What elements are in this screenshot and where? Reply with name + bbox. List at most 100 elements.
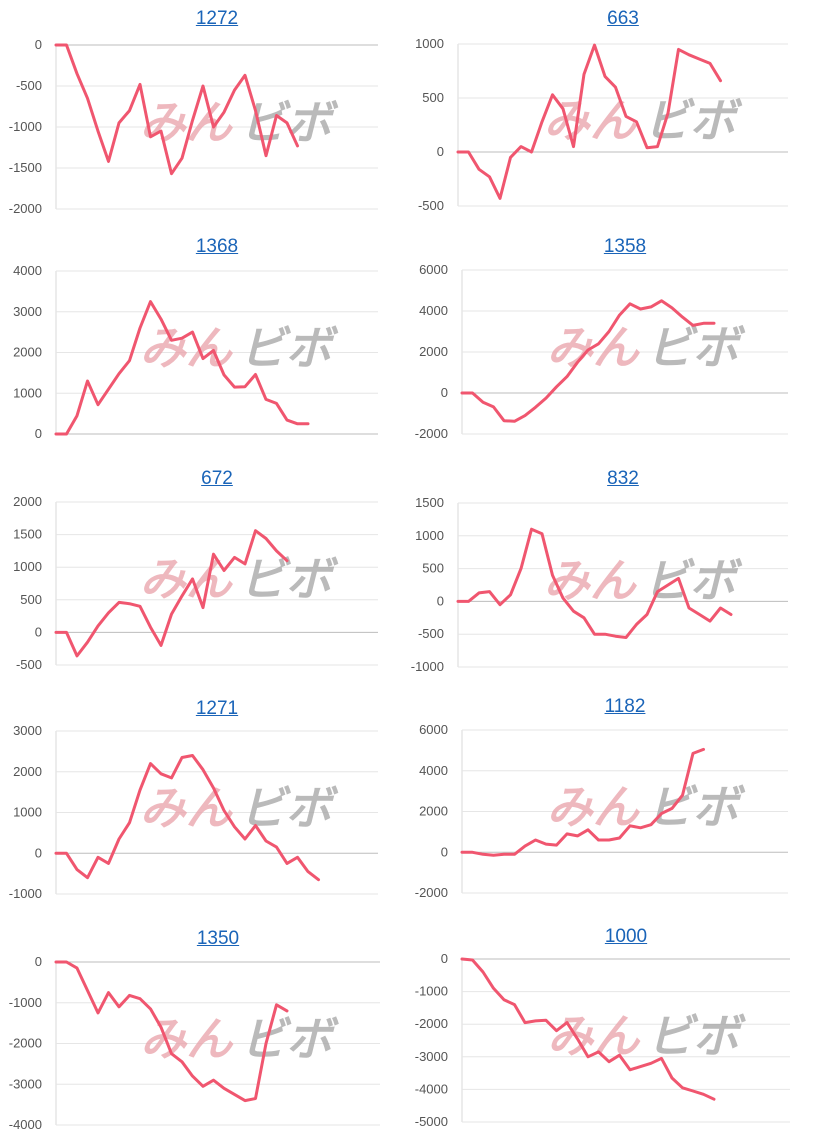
watermark-logo-part2: ビボ bbox=[647, 781, 746, 833]
series-line bbox=[54, 529, 289, 658]
watermark-logo-part2: ビボ bbox=[647, 321, 746, 373]
y-tick-label: 1000 bbox=[415, 36, 444, 51]
y-tick-label: -2000 bbox=[9, 201, 42, 216]
chart-panel-663: 663 1000 500 0 -500 みん ビボ bbox=[406, 8, 813, 230]
y-tick-label: -500 bbox=[16, 78, 42, 93]
y-tick-label: 6000 bbox=[419, 722, 448, 737]
watermark-logo-part1: みん bbox=[140, 782, 234, 834]
y-tick-label: 1000 bbox=[13, 385, 42, 400]
chart-title-link[interactable]: 1368 bbox=[195, 236, 239, 257]
chart-title-link[interactable]: 1182 bbox=[604, 696, 646, 717]
y-tick-label: 0 bbox=[35, 624, 42, 639]
chart-panel-1272: 1272 0 -500 -1000 -1500 -2000 みん ビボ bbox=[0, 8, 406, 230]
watermark-logo-part2: ビボ bbox=[240, 322, 339, 374]
y-tick-label: 4000 bbox=[419, 763, 448, 778]
y-tick-label: 500 bbox=[422, 90, 444, 105]
y-tick-label: -5000 bbox=[415, 1114, 448, 1129]
y-tick-label: 6000 bbox=[419, 262, 448, 277]
y-tick-label: -1000 bbox=[415, 984, 448, 999]
chart-panel-1271: 1271 3000 2000 1000 0 -1000 みん ビボ bbox=[0, 698, 406, 920]
chart-title-link[interactable]: 1350 bbox=[196, 928, 240, 949]
chart-panel-1350: 1350 0 -1000 -2000 -3000 -4000 みん ビボ bbox=[0, 928, 406, 1140]
chart-panel-1000: 1000 0 -1000 -2000 -3000 -4000 -5000 みん ビボ bbox=[406, 926, 813, 1140]
watermark-logo-part1: みん bbox=[140, 1013, 234, 1065]
chart-svg: 2000 1500 1000 500 0 -500 みん ビボ bbox=[13, 494, 378, 672]
chart-title-link[interactable]: 672 bbox=[201, 468, 233, 489]
y-tick-label: 1500 bbox=[13, 527, 42, 542]
series-line bbox=[456, 43, 722, 200]
chart-panel-832: 832 1500 1000 500 0 -500 -1000 みん ビボ bbox=[406, 468, 813, 690]
y-tick-label: 3000 bbox=[13, 723, 42, 738]
y-tick-label: 2000 bbox=[13, 345, 42, 360]
y-tick-label: 4000 bbox=[419, 303, 448, 318]
chart-svg: 4000 3000 2000 1000 0 みん ビボ bbox=[13, 263, 378, 441]
y-tick-label: 0 bbox=[441, 385, 448, 400]
watermark-logo-part2: ビボ bbox=[240, 96, 339, 148]
y-tick-label: 0 bbox=[35, 426, 42, 441]
y-tick-label: -1500 bbox=[9, 160, 42, 175]
y-tick-label: 2000 bbox=[13, 764, 42, 779]
series-line bbox=[460, 957, 716, 1101]
chart-svg: 0 -1000 -2000 -3000 -4000 みん ビボ bbox=[9, 954, 380, 1132]
y-tick-label: 0 bbox=[35, 845, 42, 860]
y-tick-label: 0 bbox=[441, 844, 448, 859]
y-tick-label: 2000 bbox=[419, 804, 448, 819]
y-tick-label: -1000 bbox=[9, 995, 42, 1010]
y-tick-label: -3000 bbox=[9, 1076, 42, 1091]
y-tick-label: 500 bbox=[422, 561, 444, 576]
watermark-logo-part2: ビボ bbox=[240, 553, 339, 605]
chart-panel-672: 672 2000 1500 1000 500 0 -500 みん ビボ bbox=[0, 468, 406, 690]
watermark-logo-part1: みん bbox=[544, 554, 638, 606]
y-tick-label: 0 bbox=[35, 954, 42, 969]
y-tick-label: -500 bbox=[418, 198, 444, 213]
y-tick-label: 4000 bbox=[13, 263, 42, 278]
y-tick-label: -4000 bbox=[415, 1081, 448, 1096]
chart-title-link[interactable]: 1000 bbox=[604, 926, 648, 947]
series-line bbox=[456, 527, 733, 639]
series-line bbox=[54, 754, 320, 882]
y-tick-label: -3000 bbox=[415, 1049, 448, 1064]
y-tick-label: -500 bbox=[16, 657, 42, 672]
y-tick-label: -2000 bbox=[9, 1036, 42, 1051]
series-line bbox=[54, 300, 310, 436]
y-tick-label: -2000 bbox=[415, 885, 448, 900]
chart-panel-1368: 1368 4000 3000 2000 1000 0 みん ビボ bbox=[0, 236, 406, 458]
y-tick-label: -2000 bbox=[415, 426, 448, 441]
y-tick-label: -1000 bbox=[411, 659, 444, 674]
y-tick-label: 2000 bbox=[13, 494, 42, 509]
series-line bbox=[54, 960, 289, 1103]
y-tick-label: 1500 bbox=[415, 495, 444, 510]
y-tick-label: 1000 bbox=[415, 528, 444, 543]
watermark-logo-part2: ビボ bbox=[644, 554, 743, 606]
y-tick-label: 0 bbox=[437, 593, 444, 608]
chart-title-link[interactable]: 832 bbox=[607, 468, 639, 489]
chart-title-link[interactable]: 1358 bbox=[603, 236, 647, 257]
y-tick-label: -500 bbox=[418, 626, 444, 641]
y-tick-label: 0 bbox=[441, 951, 448, 966]
chart-title-link[interactable]: 1271 bbox=[195, 698, 239, 719]
chart-svg: 6000 4000 2000 0 -2000 みん ビボ bbox=[415, 722, 788, 900]
y-tick-label: 2000 bbox=[419, 344, 448, 359]
watermark-logo-part1: みん bbox=[140, 322, 234, 374]
chart-panel-1358: 1358 6000 4000 2000 0 -2000 みん ビボ bbox=[406, 236, 813, 458]
series-line bbox=[54, 43, 299, 176]
y-tick-label: 1000 bbox=[13, 805, 42, 820]
chart-title-link[interactable]: 663 bbox=[607, 8, 639, 29]
watermark-logo-part2: ビボ bbox=[240, 1013, 339, 1065]
series-line bbox=[460, 747, 705, 857]
y-tick-label: 3000 bbox=[13, 304, 42, 319]
y-tick-label: -2000 bbox=[415, 1016, 448, 1031]
y-tick-label: 1000 bbox=[13, 559, 42, 574]
watermark-logo-part1: みん bbox=[140, 553, 234, 605]
watermark-logo-part1: みん bbox=[547, 781, 641, 833]
chart-title-link[interactable]: 1272 bbox=[195, 8, 239, 29]
chart-panel-1182: 1182 6000 4000 2000 0 -2000 みん ビボ bbox=[406, 696, 813, 918]
watermark-logo-part2: ビボ bbox=[647, 1010, 746, 1062]
series-line bbox=[460, 299, 716, 423]
y-tick-label: -4000 bbox=[9, 1117, 42, 1132]
y-tick-label: -1000 bbox=[9, 886, 42, 901]
